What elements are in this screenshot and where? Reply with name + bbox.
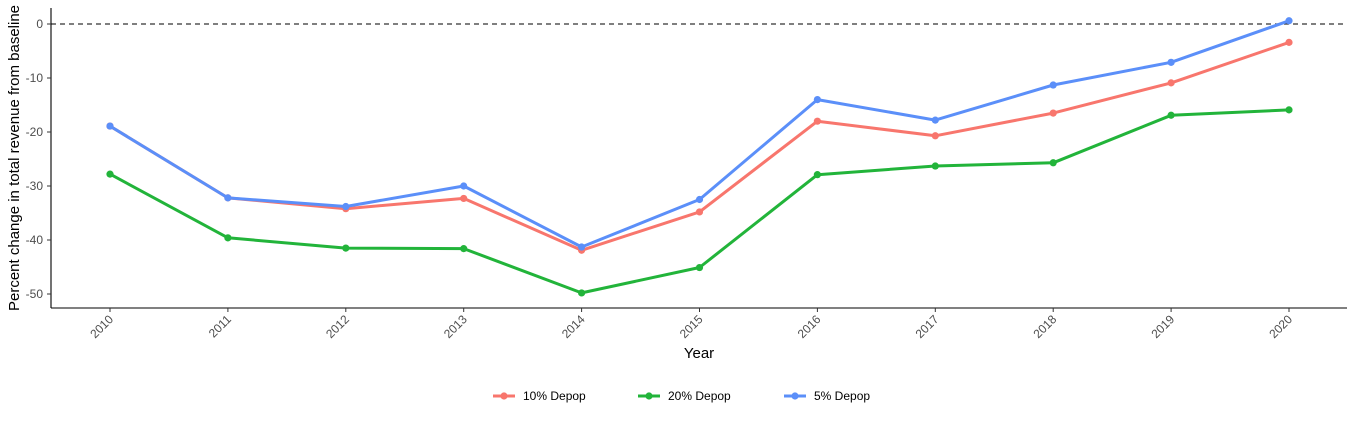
x-tick-label: 2010 (87, 312, 116, 341)
legend-label: 5% Depop (814, 389, 870, 403)
x-tick-label: 2013 (441, 312, 470, 341)
data-point (460, 182, 468, 190)
data-point (578, 289, 586, 297)
x-tick-label: 2019 (1148, 312, 1177, 341)
data-point (931, 162, 939, 170)
data-point (460, 245, 468, 253)
legend-label: 20% Depop (668, 389, 731, 403)
legend-item: 20% Depop (638, 389, 731, 403)
data-point (1285, 106, 1293, 114)
y-tick-label: -10 (26, 71, 44, 85)
legend-label: 10% Depop (523, 389, 586, 403)
y-axis-title: Percent change in total revenue from bas… (6, 5, 23, 311)
data-point (695, 195, 704, 204)
y-tick-label: -30 (26, 179, 44, 193)
data-point (1049, 109, 1057, 117)
x-axis-title: Year (684, 345, 714, 362)
legend-key-point (645, 392, 653, 400)
y-tick-label: -40 (26, 233, 44, 247)
data-point (813, 171, 822, 179)
series-0 (106, 38, 1293, 254)
y-tick-label: -50 (26, 287, 44, 301)
series-1 (106, 106, 1293, 297)
plot-area (51, 17, 1347, 297)
x-tick-label: 2012 (323, 312, 352, 341)
legend: 10% Depop 20% Depop 5% Depop (493, 389, 870, 403)
x-tick-label: 2017 (913, 312, 942, 341)
legend-item: 5% Depop (784, 389, 870, 403)
data-point (1167, 58, 1175, 66)
data-point (106, 122, 114, 130)
data-point (578, 243, 586, 251)
x-tick-label: 2016 (795, 312, 824, 341)
y-tick-label: -20 (26, 125, 44, 139)
data-point (813, 117, 822, 125)
x-tick-label: 2015 (677, 312, 706, 341)
data-point (813, 96, 822, 104)
data-point (342, 244, 350, 252)
data-point (342, 202, 350, 211)
legend-item: 10% Depop (493, 389, 586, 403)
data-point (931, 132, 939, 140)
x-tick-label: 2011 (206, 312, 234, 340)
data-point (695, 208, 704, 216)
data-point (224, 234, 232, 242)
axes: 0 -10 -20 -30 -40 -50 2010 2011 2012 2013 2014 2015… (26, 8, 1347, 341)
data-point (1049, 81, 1057, 89)
x-tick-label: 2018 (1031, 312, 1060, 341)
data-point (1285, 38, 1293, 46)
legend-key-point (500, 392, 508, 400)
data-point (931, 116, 939, 124)
data-point (1285, 17, 1293, 25)
data-point (106, 170, 114, 178)
legend-key-point (791, 392, 799, 400)
data-point (695, 263, 704, 272)
data-point (1049, 159, 1057, 167)
data-point (224, 194, 232, 202)
data-point (1167, 79, 1175, 87)
x-tick-label: 2014 (559, 312, 588, 341)
data-point (460, 194, 468, 203)
x-tick-label: 2020 (1266, 312, 1295, 341)
data-point (1167, 111, 1175, 119)
series-2 (106, 17, 1293, 251)
y-tick-label: 0 (36, 17, 43, 31)
